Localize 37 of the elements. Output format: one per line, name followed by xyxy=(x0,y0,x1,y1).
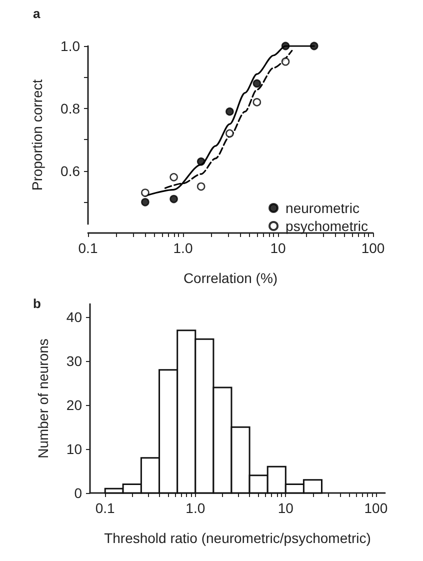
point xyxy=(170,194,178,204)
y-axis-title: Proportion correct xyxy=(29,79,45,191)
x-tick-label: 10 xyxy=(270,240,286,256)
chart-title: a xyxy=(33,6,41,21)
legend-label: neurometric xyxy=(286,200,360,216)
point xyxy=(310,42,318,50)
point xyxy=(281,57,290,66)
x-tick-label: 1.0 xyxy=(186,500,206,516)
x-tick-label: 0.1 xyxy=(78,240,98,256)
point xyxy=(252,79,262,88)
point xyxy=(196,182,206,191)
x-axis-title: Correlation (%) xyxy=(183,270,278,286)
y-tick-label: 10 xyxy=(66,441,82,458)
point xyxy=(226,129,234,138)
point xyxy=(196,157,206,166)
point xyxy=(252,98,262,106)
point xyxy=(281,42,290,50)
x-axis-title: Threshold ratio (neurometric/psychometric) xyxy=(104,530,371,546)
x-tick-label: 100 xyxy=(364,500,388,516)
x-tick-label: 100 xyxy=(361,240,385,256)
point xyxy=(170,173,178,182)
x-tick-label: 1.0 xyxy=(173,240,193,256)
point xyxy=(141,188,150,197)
y-axis-title: Number of neurons xyxy=(35,338,51,458)
y-tick-label: 1.0 xyxy=(60,38,80,54)
y-tick-label: 0.6 xyxy=(60,162,80,179)
y-tick-label: 20 xyxy=(66,397,82,414)
y-tick-label: 0 xyxy=(74,485,82,501)
point xyxy=(226,107,234,116)
x-tick-label: 0.1 xyxy=(95,500,116,516)
chart-title: b xyxy=(33,296,41,311)
y-tick-label: 0.8 xyxy=(60,100,80,116)
y-tick-label: 40 xyxy=(66,309,82,326)
legend-label: psychometric xyxy=(286,218,368,234)
point xyxy=(141,198,150,206)
y-tick-label: 30 xyxy=(66,353,82,370)
x-tick-label: 10 xyxy=(278,500,294,516)
